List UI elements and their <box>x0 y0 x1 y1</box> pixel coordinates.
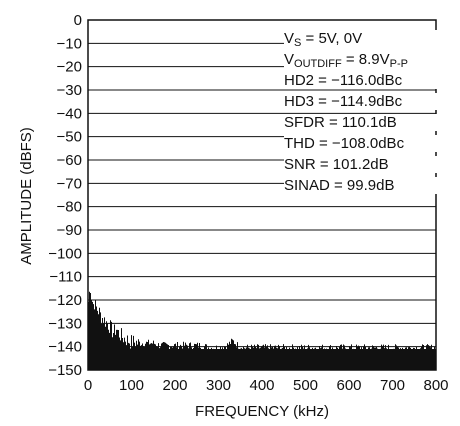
y-tick-labels: 0 −10 −20 −30 −40 −50 −60 −70 −80 −90 −100 −110 −120… <box>48 12 82 379</box>
annotation-text: = 8.9V <box>341 51 390 68</box>
y-axis-label: AMPLITUDE (dBFS) <box>18 127 35 265</box>
annotation-line: HD3 = −114.9dBc <box>284 93 456 110</box>
y-tick-label: −80 <box>57 199 82 216</box>
x-tick-label: 0 <box>84 377 92 394</box>
y-tick-label: 0 <box>74 12 82 29</box>
y-tick-label: −50 <box>57 129 82 146</box>
x-tick-label: 800 <box>423 377 448 394</box>
y-tick-label: −70 <box>57 175 82 192</box>
y-tick-label: −110 <box>49 269 82 286</box>
y-tick-label: −40 <box>57 105 82 122</box>
x-axis-label: FREQUENCY (kHz) <box>195 403 329 420</box>
y-tick-label: −140 <box>48 339 82 356</box>
x-tick-label: 400 <box>249 377 274 394</box>
annotation-line: HD2 = −116.0dBc <box>284 72 456 89</box>
annotation-text: SINAD = 99.9dB <box>284 177 395 194</box>
annotation-text: HD2 = −116.0dBc <box>284 72 403 89</box>
x-tick-labels: 0 100 200 300 400 500 600 700 800 <box>84 377 449 394</box>
annotation-subscript: S <box>294 37 302 49</box>
spectrum-bars <box>88 291 436 370</box>
annotation-text: THD = −108.0dBc <box>284 135 405 152</box>
annotation-line: SNR = 101.2dB <box>284 156 456 173</box>
plot-frame <box>87 19 437 371</box>
y-tick-label: −60 <box>57 152 82 169</box>
annotation-line: SINAD = 99.9dB <box>284 177 456 194</box>
y-tick-label: −100 <box>48 245 82 262</box>
annotation-text: V <box>284 51 295 68</box>
x-tick-label: 300 <box>206 377 231 394</box>
x-tick-label: 100 <box>119 377 144 394</box>
x-tick-label: 600 <box>336 377 361 394</box>
annotation-text: SNR = 101.2dB <box>284 156 389 173</box>
annotation-line: SFDR = 110.1dB <box>284 114 456 131</box>
y-tick-label: −20 <box>57 59 82 76</box>
annotation-line: VOUTDIFF = 8.9VP-P <box>284 51 456 73</box>
annotation-subscript: P-P <box>389 58 408 70</box>
annotation-text: HD3 = −114.9dBc <box>284 93 403 110</box>
y-tick-label: −10 <box>57 35 82 52</box>
y-tick-label: −90 <box>57 222 82 239</box>
y-tick-label: −30 <box>57 82 82 99</box>
annotation-line: THD = −108.0dBc <box>284 135 456 152</box>
annotation-subscript: OUTDIFF <box>294 58 342 70</box>
annotation-line: VS = 5V, 0V <box>284 30 456 52</box>
x-tick-label: 500 <box>293 377 318 394</box>
annotation-text: V <box>284 30 295 47</box>
y-tick-label: −150 <box>48 362 82 379</box>
x-tick-label: 200 <box>162 377 187 394</box>
y-tick-label: −130 <box>48 315 82 332</box>
annotation-text: SFDR = 110.1dB <box>284 114 397 131</box>
y-tick-label: −120 <box>48 292 82 309</box>
annotation-text: = 5V, 0V <box>301 30 363 47</box>
x-tick-label: 700 <box>380 377 405 394</box>
